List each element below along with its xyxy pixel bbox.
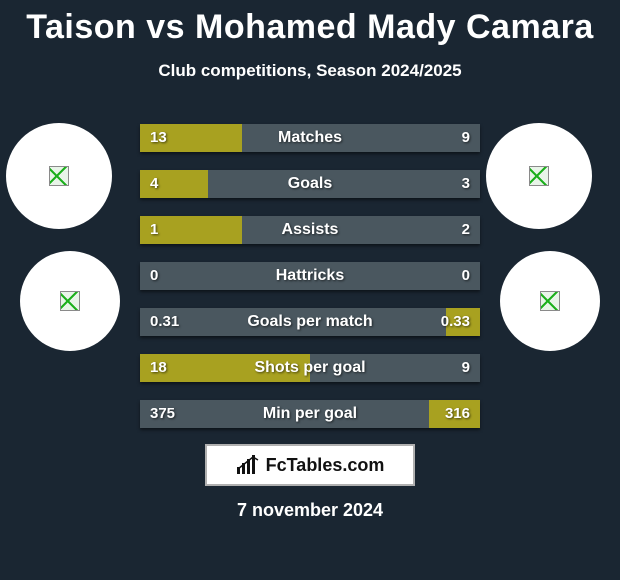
brand-text: FcTables.com [266,455,385,476]
player1-club-avatar [20,251,120,351]
date-text: 7 november 2024 [0,500,620,521]
comparison-infographic: Taison vs Mohamed Mady Camara Club compe… [0,0,620,580]
stat-row: 189Shots per goal [140,354,480,382]
player2-club-avatar [500,251,600,351]
stat-row: 0.310.33Goals per match [140,308,480,336]
stat-label: Matches [140,124,480,152]
broken-image-icon [49,166,69,186]
stat-label: Goals per match [140,308,480,336]
stat-row: 375316Min per goal [140,400,480,428]
brand-badge: FcTables.com [205,444,415,486]
subtitle: Club competitions, Season 2024/2025 [0,61,620,81]
stat-label: Goals [140,170,480,198]
stat-row: 00Hattricks [140,262,480,290]
broken-image-icon [540,291,560,311]
stat-label: Shots per goal [140,354,480,382]
stat-row: 139Matches [140,124,480,152]
stats-panel: 139Matches 43Goals 12Assists 00Hattricks 0.3… [140,124,480,446]
broken-image-icon [60,291,80,311]
stat-label: Assists [140,216,480,244]
stat-row: 43Goals [140,170,480,198]
page-title: Taison vs Mohamed Mady Camara [0,0,620,47]
stat-label: Min per goal [140,400,480,428]
stat-row: 12Assists [140,216,480,244]
chart-icon [236,455,260,475]
stat-label: Hattricks [140,262,480,290]
broken-image-icon [529,166,549,186]
player1-avatar [6,123,112,229]
player2-avatar [486,123,592,229]
